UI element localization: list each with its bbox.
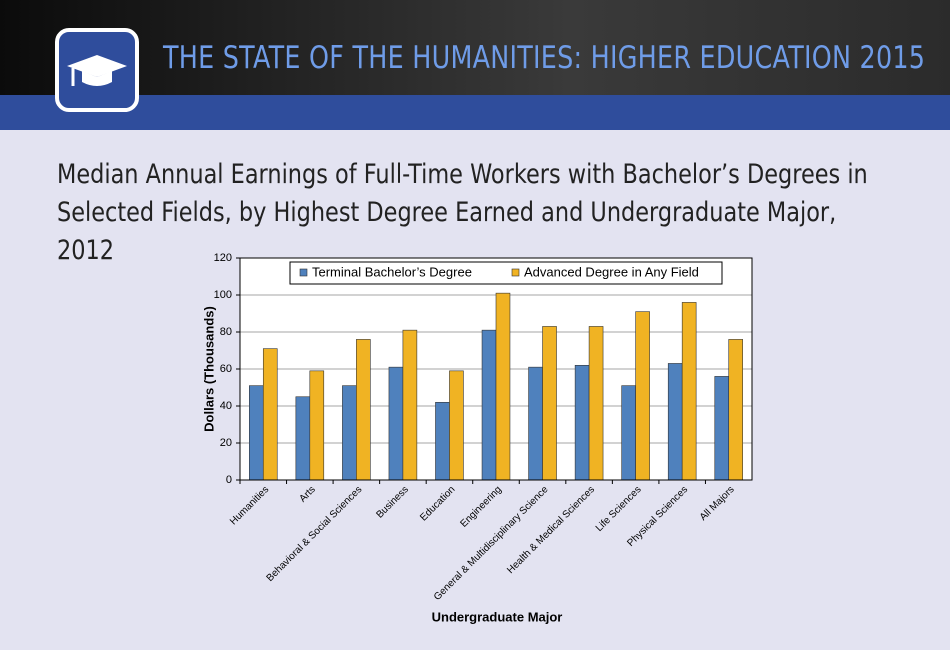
bar <box>621 385 636 481</box>
bar <box>635 311 650 481</box>
x-tick-label: All Majors <box>698 484 737 523</box>
y-tick-label: 120 <box>214 252 232 264</box>
bar <box>342 385 357 481</box>
bar <box>495 292 511 481</box>
header-title: THE STATE OF THE HUMANITIES: HIGHER EDUC… <box>163 40 926 76</box>
y-tick-label: 60 <box>220 363 232 375</box>
x-tick-label: Education <box>418 484 457 523</box>
bar <box>309 370 325 481</box>
legend-swatch <box>511 268 520 277</box>
x-tick-label: Life Sciences <box>594 484 644 534</box>
bar <box>449 370 464 481</box>
chart-title: Median Annual Earnings of Full-Time Work… <box>57 159 868 266</box>
bar <box>542 326 557 481</box>
bar <box>714 376 730 481</box>
legend-label: Advanced Degree in Any Field <box>524 264 699 279</box>
bar <box>481 329 497 481</box>
bar <box>356 339 371 481</box>
bar <box>388 366 404 481</box>
legend-box <box>289 261 723 285</box>
bar <box>681 302 697 481</box>
y-tick-label: 40 <box>220 400 232 412</box>
bar <box>667 363 683 481</box>
header-band <box>0 95 950 130</box>
x-tick-label: Arts <box>297 484 317 504</box>
x-tick-label: Health & Medical Sciences <box>505 484 597 576</box>
bar <box>249 385 264 481</box>
bar <box>528 366 543 481</box>
x-axis-title: Undergraduate Major <box>432 609 563 624</box>
bar <box>728 339 743 481</box>
header-bar <box>0 0 950 95</box>
legend-label: Terminal Bachelor’s Degree <box>312 264 472 279</box>
x-tick-label: Engineering <box>458 484 504 530</box>
legend-swatch <box>299 268 308 277</box>
x-tick-label: Behavioral & Social Sciences <box>265 484 365 584</box>
y-tick-label: 0 <box>226 474 232 486</box>
bar <box>295 396 311 481</box>
y-axis-title: Dollars (Thousands) <box>201 306 216 432</box>
x-tick-label: Humanities <box>228 484 271 527</box>
y-tick-label: 80 <box>220 326 232 338</box>
bar <box>574 364 590 481</box>
x-tick-label: Business <box>374 484 410 520</box>
y-tick-label: 20 <box>220 437 232 449</box>
bar <box>402 329 418 481</box>
bar <box>588 326 604 481</box>
bar <box>262 348 278 481</box>
bar <box>435 401 450 481</box>
y-tick-label: 100 <box>214 289 232 301</box>
plot-border <box>239 257 753 481</box>
